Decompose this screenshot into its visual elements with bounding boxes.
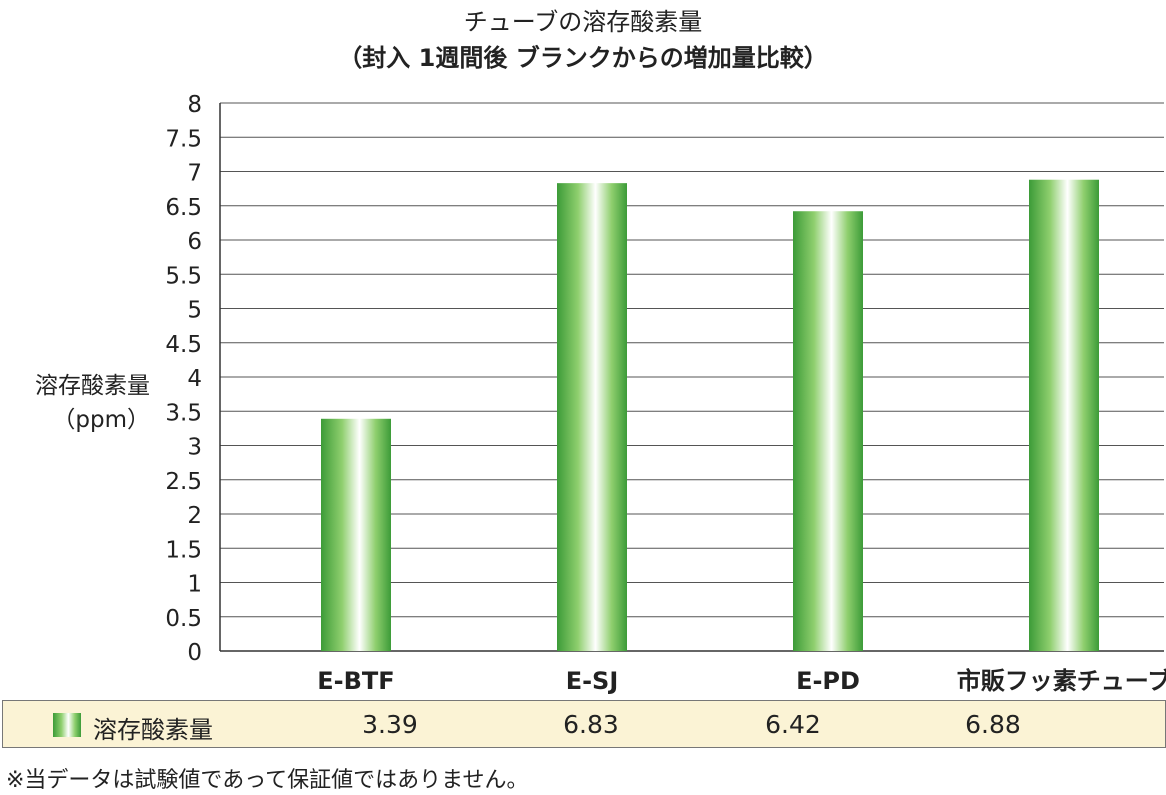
- y-tick-label: 4: [187, 366, 202, 392]
- value-cell-e-sj: 6.83: [563, 710, 619, 739]
- bar-chart: 0 0.5 1 1.5 2 2.5 3 3.5 4 4.5 5 5.5 6 6.5 7 7.5 8 E-BTF E-…: [165, 92, 1166, 695]
- y-tick-label: 2: [187, 503, 202, 529]
- y-tick-label: 0: [187, 640, 202, 666]
- y-tick-label: 2.5: [165, 469, 202, 495]
- y-tick-label: 4.5: [165, 332, 202, 358]
- value-cell-e-pd: 6.42: [765, 710, 821, 739]
- y-tick-label: 0.5: [165, 606, 202, 632]
- value-cell-e-btf: 3.39: [362, 710, 418, 739]
- value-cell-commercial-fluoro-tube: 6.88: [965, 710, 1021, 739]
- y-tick-label: 3: [187, 435, 202, 461]
- y-tick-label: 1: [187, 572, 202, 598]
- chart-subtitle: （封入 1週間後 ブランクからの増加量比較）: [338, 44, 828, 72]
- y-tick-label: 7.5: [165, 126, 202, 152]
- y-tick-label: 1.5: [165, 537, 202, 563]
- chart-title: チューブの溶存酸素量: [463, 8, 703, 36]
- y-axis-unit-label: （ppm）: [52, 407, 150, 433]
- bar: [557, 183, 627, 651]
- legend-swatch: [53, 713, 81, 737]
- y-tick-label: 6.5: [165, 195, 202, 221]
- x-tick-label: E-SJ: [566, 667, 619, 695]
- y-tick-label: 6: [187, 229, 202, 255]
- y-tick-label: 8: [187, 92, 202, 118]
- y-tick-label: 7: [187, 161, 202, 187]
- bar: [321, 418, 391, 651]
- bar: [793, 211, 863, 652]
- x-tick-label: 市販フッ素チューブ: [957, 667, 1166, 695]
- y-tick-label: 5.5: [165, 263, 202, 289]
- y-axis-label: 溶存酸素量: [35, 373, 150, 399]
- x-tick-label: E-PD: [796, 667, 860, 695]
- footnote: ※当データは試験値であって保証値ではありません。: [6, 768, 529, 793]
- data-table: 溶存酸素量 3.39 6.83 6.42 6.88: [2, 700, 1166, 748]
- y-tick-label: 3.5: [165, 400, 202, 426]
- bar: [1029, 179, 1099, 651]
- legend-label: 溶存酸素量: [93, 716, 213, 744]
- y-tick-label: 5: [187, 298, 202, 324]
- x-tick-label: E-BTF: [317, 667, 394, 695]
